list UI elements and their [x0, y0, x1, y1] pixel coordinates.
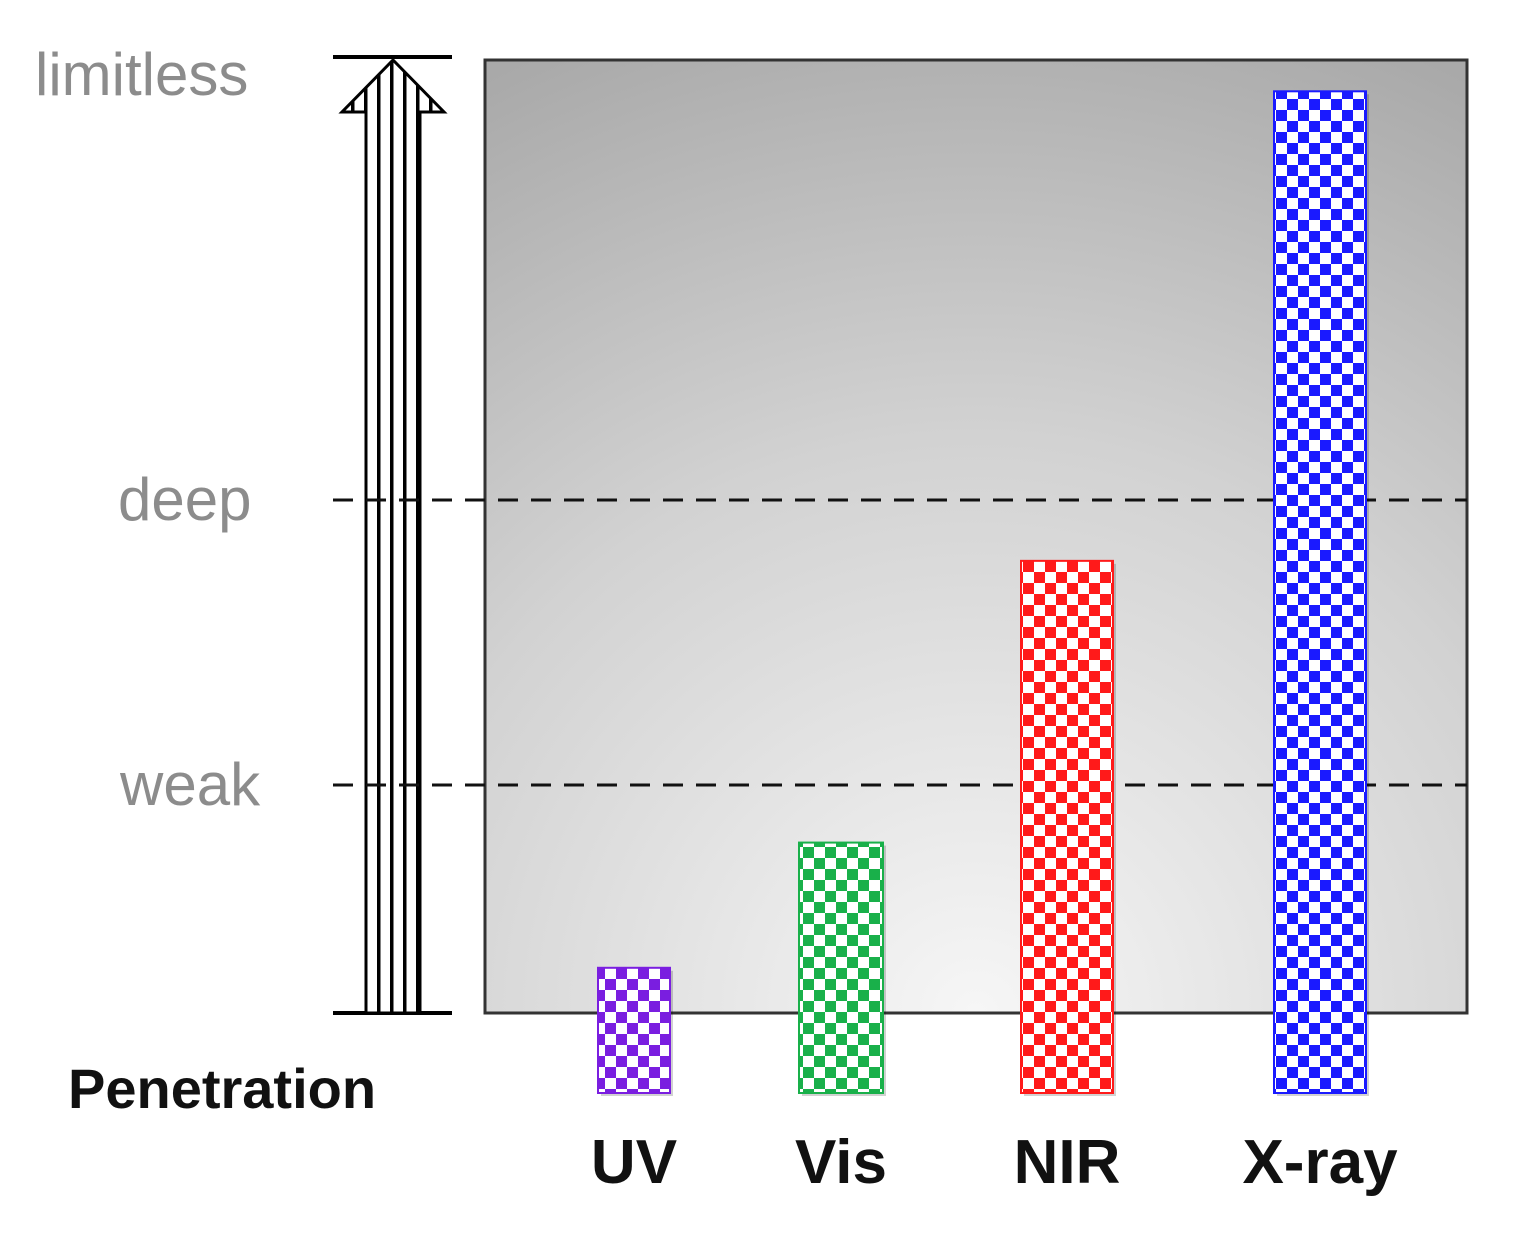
category-label-x-ray: X-ray	[1242, 1128, 1398, 1197]
level-label-weak: weak	[119, 751, 261, 818]
level-label-limitless: limitless	[35, 41, 248, 108]
level-lines: weak deep limitless	[35, 41, 1467, 818]
bar-vis	[798, 841, 884, 1094]
bars: UV Vis NIR X-ray	[591, 90, 1398, 1197]
category-label-vis: Vis	[795, 1128, 887, 1197]
y-axis-arrow	[333, 55, 452, 1015]
level-label-deep: deep	[118, 466, 251, 533]
category-label-uv: UV	[591, 1128, 677, 1197]
bar-x-ray	[1273, 90, 1367, 1094]
bar-nir	[1020, 559, 1114, 1094]
y-axis-label: Penetration	[68, 1057, 376, 1120]
bar-uv	[597, 966, 671, 1095]
category-label-nir: NIR	[1014, 1128, 1121, 1197]
